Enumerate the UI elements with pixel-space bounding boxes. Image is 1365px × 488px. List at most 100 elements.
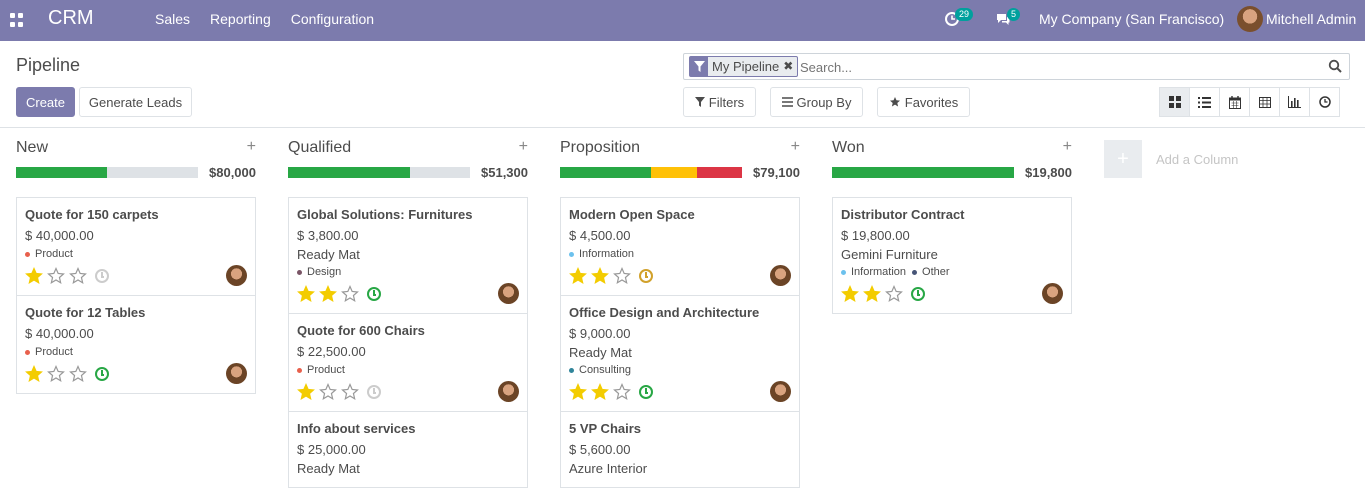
tag-label: Information [579, 248, 635, 260]
apps-menu-icon[interactable] [10, 13, 24, 27]
column-title[interactable]: Proposition [560, 139, 641, 156]
star-filled-icon[interactable] [297, 285, 315, 303]
card-tags: Information Other [841, 265, 1063, 279]
generate-leads-button[interactable]: Generate Leads [79, 87, 192, 117]
list-view-button[interactable] [1189, 87, 1220, 117]
menu-sales[interactable]: Sales [155, 11, 191, 27]
lead-card[interactable]: Quote for 150 carpets $ 40,000.00 Product [16, 197, 256, 296]
column-title[interactable]: Won [832, 139, 865, 156]
salesperson-avatar [498, 381, 519, 402]
calendar-view-button[interactable] [1219, 87, 1250, 117]
star-filled-icon[interactable] [25, 365, 43, 383]
quick-create-plus-icon[interactable]: + [518, 138, 528, 155]
lead-card[interactable]: 5 VP Chairs $ 5,600.00 Azure Interior [560, 411, 800, 488]
progress-segment-red[interactable] [696, 167, 742, 178]
activity-count-badge: 29 [955, 8, 974, 21]
column-progress-bar[interactable] [560, 167, 742, 178]
menu-reporting[interactable]: Reporting [210, 11, 271, 27]
tag: Consulting [569, 364, 631, 376]
star-empty-icon[interactable] [47, 267, 65, 285]
facet-remove-icon[interactable]: ✖ [783, 59, 794, 73]
search-icon[interactable] [1328, 59, 1343, 74]
quick-create-plus-icon[interactable]: + [790, 138, 800, 155]
card-title: 5 VP Chairs [569, 421, 642, 436]
kanban-view-button[interactable] [1159, 87, 1190, 117]
messages-count-badge: 5 [1007, 8, 1021, 21]
star-empty-icon[interactable] [69, 267, 87, 285]
lead-card[interactable]: Info about services $ 25,000.00 Ready Mat [288, 411, 528, 488]
user-menu[interactable]: Mitchell Admin [1266, 11, 1357, 27]
activity-clock-icon[interactable] [911, 287, 925, 301]
pivot-view-button[interactable] [1249, 87, 1280, 117]
lead-card[interactable]: Modern Open Space $ 4,500.00 Information [560, 197, 800, 296]
progress-segment-green[interactable] [560, 167, 651, 178]
star-filled-icon[interactable] [591, 383, 609, 401]
star-empty-icon[interactable] [341, 285, 359, 303]
star-filled-icon[interactable] [863, 285, 881, 303]
create-button[interactable]: Create [16, 87, 75, 117]
lead-card[interactable]: Global Solutions: Furnitures $ 3,800.00 Re… [288, 197, 528, 314]
star-filled-icon[interactable] [841, 285, 859, 303]
star-empty-icon[interactable] [69, 365, 87, 383]
card-title: Quote for 600 Chairs [297, 323, 425, 338]
progress-segment-green[interactable] [288, 167, 410, 178]
column-progress-bar[interactable] [288, 167, 470, 178]
graph-view-button[interactable] [1279, 87, 1310, 117]
star-empty-icon[interactable] [613, 267, 631, 285]
company-switcher[interactable]: My Company (San Francisco) [1039, 11, 1225, 27]
lead-card[interactable]: Quote for 12 Tables $ 40,000.00 Product [16, 295, 256, 394]
star-empty-icon[interactable] [47, 365, 65, 383]
star-empty-icon[interactable] [341, 383, 359, 401]
star-filled-icon[interactable] [319, 285, 337, 303]
progress-segment-yellow[interactable] [651, 167, 697, 178]
lead-card[interactable]: Quote for 600 Chairs $ 22,500.00 Product [288, 313, 528, 412]
star-empty-icon[interactable] [319, 383, 337, 401]
progress-segment-grey[interactable] [107, 167, 198, 178]
star-filled-icon[interactable] [25, 267, 43, 285]
activity-clock-icon[interactable] [639, 269, 653, 283]
star-filled-icon[interactable] [569, 267, 587, 285]
activity-clock-icon[interactable] [639, 385, 653, 399]
star-empty-icon[interactable] [885, 285, 903, 303]
column-title[interactable]: Qualified [288, 139, 352, 156]
lead-card[interactable]: Office Design and Architecture $ 9,000.00… [560, 295, 800, 412]
messages-icon[interactable] [995, 11, 1011, 27]
activity-clock-icon[interactable] [367, 287, 381, 301]
user-avatar[interactable] [1237, 6, 1263, 32]
quick-create-plus-icon[interactable]: + [1062, 138, 1072, 155]
group-by-button[interactable]: Group By [770, 87, 863, 117]
quick-create-plus-icon[interactable]: + [246, 138, 256, 155]
activity-clock-icon[interactable] [367, 385, 381, 399]
add-column-label[interactable]: Add a Column [1156, 152, 1239, 167]
app-brand[interactable]: CRM [48, 7, 94, 29]
star-filled-icon[interactable] [297, 383, 315, 401]
column-progress-bar[interactable] [832, 167, 1014, 178]
lead-card[interactable]: Distributor Contract $ 19,800.00 Gemini Fu… [832, 197, 1072, 314]
favorites-button[interactable]: Favorites [877, 87, 970, 117]
view-switcher [1159, 87, 1340, 117]
column-total: $19,800 [1025, 165, 1072, 180]
add-column-plus-icon[interactable]: + [1104, 140, 1142, 178]
salesperson-avatar [498, 283, 519, 304]
star-filled-icon[interactable] [569, 383, 587, 401]
activity-clock-icon[interactable] [95, 367, 109, 381]
activity-view-button[interactable] [1309, 87, 1340, 117]
menu-configuration[interactable]: Configuration [290, 11, 375, 27]
salesperson-avatar [226, 363, 247, 384]
column-progress-bar[interactable] [16, 167, 198, 178]
column-total: $80,000 [209, 165, 256, 180]
column-title[interactable]: New [16, 139, 49, 156]
progress-segment-grey[interactable] [409, 167, 470, 178]
card-footer [25, 265, 247, 287]
progress-segment-green[interactable] [16, 167, 107, 178]
filters-button[interactable]: Filters [683, 87, 756, 117]
progress-segment-green[interactable] [832, 167, 1014, 178]
star-empty-icon[interactable] [613, 383, 631, 401]
activity-clock-icon[interactable] [95, 269, 109, 283]
card-tags: Design [297, 265, 519, 279]
tag: Information [841, 266, 906, 278]
star-filled-icon[interactable] [591, 267, 609, 285]
favorites-label: Favorites [904, 94, 959, 110]
search-input[interactable] [800, 58, 1300, 76]
tag-dot [25, 251, 30, 257]
